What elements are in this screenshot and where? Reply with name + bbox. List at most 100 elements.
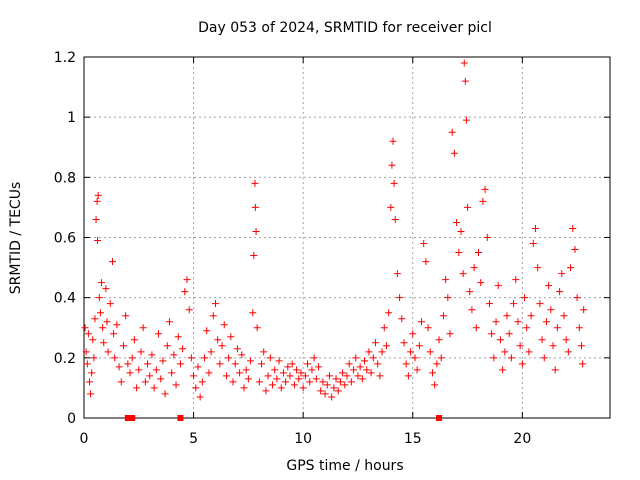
data-point: [249, 309, 257, 317]
data-point: [411, 354, 419, 362]
data-point: [252, 227, 260, 235]
data-point: [288, 360, 296, 368]
data-point: [558, 270, 566, 278]
y-axis-label: SRMTID / TECUs: [8, 182, 24, 295]
data-point: [472, 324, 480, 332]
data-point: [92, 215, 100, 223]
data-point: [459, 270, 467, 278]
data-point: [192, 384, 200, 392]
data-point: [260, 348, 268, 356]
x-tick-label: 0: [80, 431, 89, 447]
data-point: [391, 215, 399, 223]
data-point: [507, 354, 515, 362]
data-point: [542, 318, 550, 326]
data-point: [505, 330, 513, 338]
data-point: [231, 360, 239, 368]
data-point: [128, 354, 136, 362]
data-point: [187, 354, 195, 362]
data-point: [310, 354, 318, 362]
data-point: [247, 357, 255, 365]
data-point: [442, 276, 450, 284]
data-point: [253, 324, 261, 332]
data-point: [468, 306, 476, 314]
data-point: [428, 369, 436, 377]
data-point: [82, 348, 90, 356]
data-point: [407, 348, 415, 356]
data-point: [240, 384, 248, 392]
zero-value-marker: [436, 415, 443, 421]
data-point: [374, 360, 382, 368]
data-point: [88, 369, 96, 377]
data-point: [545, 282, 553, 290]
data-point: [321, 390, 329, 398]
y-tick-label: 0: [67, 411, 76, 427]
data-point: [564, 348, 572, 356]
data-point: [297, 369, 305, 377]
data-point: [433, 360, 441, 368]
data-point: [94, 191, 102, 199]
data-point: [141, 378, 149, 386]
data-point: [304, 360, 312, 368]
data-point: [96, 309, 104, 317]
data-point: [262, 387, 270, 395]
data-point: [356, 363, 364, 371]
data-point: [354, 372, 362, 380]
data-point: [271, 366, 279, 374]
data-point: [144, 360, 152, 368]
data-point: [527, 312, 535, 320]
data-point: [388, 161, 396, 169]
data-point: [503, 312, 511, 320]
data-point: [455, 249, 463, 257]
data-point: [155, 330, 163, 338]
data-point: [91, 315, 99, 323]
data-point: [578, 342, 586, 350]
data-point: [220, 321, 228, 329]
data-point: [512, 276, 520, 284]
data-point: [361, 357, 369, 365]
data-point: [312, 375, 320, 383]
data-point: [516, 342, 524, 350]
data-point: [266, 354, 274, 362]
data-point: [163, 342, 171, 350]
data-point: [343, 372, 351, 380]
data-point: [404, 372, 412, 380]
data-point: [556, 288, 564, 296]
data-point: [551, 366, 559, 374]
data-point: [492, 318, 500, 326]
data-point: [93, 197, 101, 205]
data-point: [299, 384, 307, 392]
data-point: [420, 240, 428, 248]
data-point: [102, 285, 110, 293]
data-point: [365, 348, 373, 356]
y-tick-label: 0.4: [54, 291, 76, 307]
data-point: [225, 354, 233, 362]
data-point: [124, 360, 132, 368]
data-point: [453, 218, 461, 226]
data-point: [477, 279, 485, 287]
data-point: [275, 357, 283, 365]
data-point: [409, 330, 417, 338]
data-point: [400, 339, 408, 347]
data-point: [83, 360, 91, 368]
chart-title: Day 053 of 2024, SRMTID for receiver pic…: [198, 20, 492, 36]
data-point: [255, 378, 263, 386]
data-point: [328, 393, 336, 401]
data-point: [172, 381, 180, 389]
data-point: [81, 324, 89, 332]
data-point: [579, 360, 587, 368]
data-point: [418, 318, 426, 326]
data-point: [198, 378, 206, 386]
data-point: [435, 336, 443, 344]
data-point: [205, 369, 213, 377]
data-point: [293, 366, 301, 374]
data-point: [183, 276, 191, 284]
data-point: [227, 333, 235, 341]
data-point: [323, 381, 331, 389]
data-point: [117, 378, 125, 386]
data-point: [176, 360, 184, 368]
data-point: [146, 372, 154, 380]
data-point: [100, 339, 108, 347]
data-point: [168, 369, 176, 377]
data-point: [301, 372, 309, 380]
